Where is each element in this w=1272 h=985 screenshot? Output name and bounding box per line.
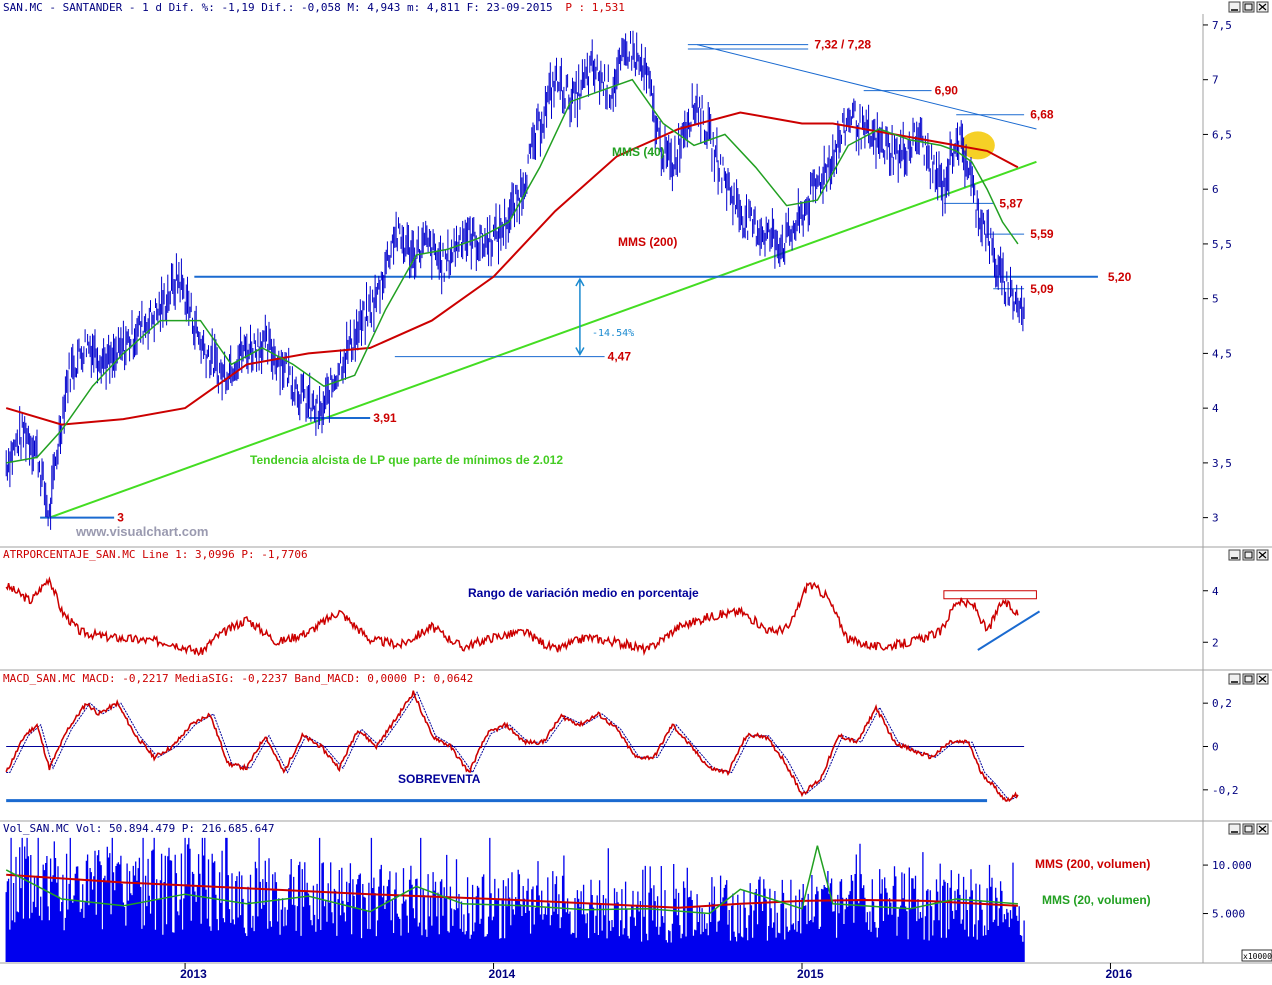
price-ytick-label: 4,5 bbox=[1212, 347, 1232, 360]
price-series bbox=[5, 30, 1025, 530]
close-glyph-2 bbox=[1258, 675, 1267, 683]
drop-arrow-head-down bbox=[575, 347, 585, 357]
atr-trend-line bbox=[977, 610, 1041, 651]
minimize-icon-0 bbox=[1228, 1, 1241, 13]
axes: 7,5 7 6,5 6 5,5 5 4,5 4 3,5 3 4 2 0,2 0 -0,2 10.000 5.00… bbox=[180, 19, 1252, 981]
price-ytick-label: 7,5 bbox=[1212, 19, 1232, 32]
vol-ytick-label: 10.000 bbox=[1212, 859, 1252, 872]
level-label: 3,91 bbox=[373, 411, 397, 425]
drop-arrow-head-up bbox=[575, 277, 585, 287]
close-glyph-1 bbox=[1258, 551, 1267, 559]
price-ytick-label: 6,5 bbox=[1212, 128, 1232, 141]
atr-ytick-label: 2 bbox=[1212, 636, 1219, 649]
watermark: www.visualchart.com bbox=[75, 524, 208, 539]
volume-bars bbox=[5, 837, 1025, 962]
minimize-icon-3 bbox=[1228, 823, 1241, 835]
mms40-line bbox=[6, 78, 1019, 464]
price-ytick-label: 3,5 bbox=[1212, 457, 1232, 470]
macd-panel bbox=[5, 690, 1025, 803]
atr-panel-title: ATRPORCENTAJE_SAN.MC Line 1: 3,0996 P: -… bbox=[3, 548, 308, 561]
maximize-icon-3 bbox=[1242, 823, 1255, 835]
window-buttons bbox=[1228, 1, 1269, 835]
x-tick-label: 2013 bbox=[180, 967, 207, 981]
level-label: 3 bbox=[117, 511, 124, 525]
level-label: 5,87 bbox=[999, 196, 1023, 210]
volume-panel bbox=[5, 837, 1025, 962]
level-label: 6,90 bbox=[935, 84, 959, 98]
level-label: 5,59 bbox=[1030, 227, 1054, 241]
close-glyph-3 bbox=[1258, 825, 1267, 833]
vol-mms200-line bbox=[6, 873, 1018, 909]
maximize-icon-2 bbox=[1242, 673, 1255, 685]
trend-line bbox=[49, 160, 1037, 519]
atr-ytick-label: 4 bbox=[1212, 585, 1219, 598]
close-glyph-0 bbox=[1258, 3, 1267, 11]
macd-ytick-label: 0 bbox=[1212, 741, 1219, 754]
percent-drop-label: -14.54% bbox=[592, 328, 634, 339]
macd-line bbox=[5, 690, 1019, 803]
level-label: 5,09 bbox=[1030, 282, 1054, 296]
chart-header-main: SAN.MC - SANTANDER - 1 d Dif. %: -1,19 D… bbox=[3, 1, 553, 14]
mms40-label: MMS (40) bbox=[612, 145, 665, 159]
atr-annotation: Rango de variación medio en porcentaje bbox=[468, 586, 699, 600]
volume-unit-box: x10000 bbox=[1241, 949, 1272, 962]
x-tick-label: 2016 bbox=[1105, 967, 1132, 981]
highlight-circle bbox=[960, 131, 995, 160]
price-ytick-label: 3 bbox=[1212, 512, 1219, 525]
maximize-icon-0 bbox=[1242, 1, 1255, 13]
vol-mms20-line bbox=[5, 845, 1018, 915]
atr-panel bbox=[5, 576, 1041, 657]
price-ytick-label: 6 bbox=[1212, 183, 1219, 196]
chart-header-tail: P : 1,531 bbox=[565, 1, 625, 14]
maximize-glyph-3 bbox=[1244, 825, 1253, 833]
maximize-glyph-0 bbox=[1244, 3, 1253, 11]
vol-ytick-label: 5.000 bbox=[1212, 908, 1245, 921]
atr-line bbox=[5, 576, 1019, 657]
macd-panel-title: MACD_SAN.MC MACD: -0,2217 MediaSIG: -0,2… bbox=[3, 672, 473, 685]
price-ytick-label: 5 bbox=[1212, 293, 1219, 306]
level-label: 6,68 bbox=[1030, 108, 1054, 122]
maximize-icon-1 bbox=[1242, 549, 1255, 561]
price-ytick-label: 4 bbox=[1212, 402, 1219, 415]
maximize-glyph-2 bbox=[1244, 675, 1253, 683]
level-label: 7,32 / 7,28 bbox=[814, 38, 871, 52]
minimize-icon-2 bbox=[1228, 673, 1241, 685]
volume-panel-title: Vol_SAN.MC Vol: 50.894.479 P: 216.685.64… bbox=[3, 822, 275, 835]
macd-annotation: SOBREVENTA bbox=[398, 772, 481, 786]
mms200-line bbox=[5, 111, 1019, 426]
level-label: 4,47 bbox=[608, 350, 632, 364]
level-label: 5,20 bbox=[1108, 270, 1132, 284]
atr-highlight-box bbox=[943, 590, 1037, 600]
minimize-icon-1 bbox=[1228, 549, 1241, 561]
panel-frames bbox=[0, 14, 1272, 964]
price-ytick-label: 5,5 bbox=[1212, 238, 1232, 251]
mms200-label: MMS (200) bbox=[618, 235, 677, 249]
price-bars bbox=[5, 30, 1025, 530]
x-tick-label: 2015 bbox=[797, 967, 824, 981]
maximize-glyph-1 bbox=[1244, 551, 1253, 559]
volume-unit-label: x10000 bbox=[1243, 952, 1272, 961]
price-panel: 7,32 / 7,28 6,90 6,68 5,87 5,59 5,20 5,09 4,47 3… bbox=[5, 30, 1132, 530]
vol-mms20-label: MMS (20, volumen) bbox=[1042, 893, 1151, 907]
vol-mms200-label: MMS (200, volumen) bbox=[1035, 857, 1150, 871]
macd-ytick-label: 0,2 bbox=[1212, 697, 1232, 710]
price-ytick-label: 7 bbox=[1212, 74, 1219, 87]
x-tick-label: 2014 bbox=[489, 967, 516, 981]
trend-label: Tendencia alcista de LP que parte de mín… bbox=[250, 453, 563, 467]
macd-ytick-label: -0,2 bbox=[1212, 784, 1239, 797]
chart-header: SAN.MC - SANTANDER - 1 d Dif. %: -1,19 D… bbox=[3, 1, 625, 14]
